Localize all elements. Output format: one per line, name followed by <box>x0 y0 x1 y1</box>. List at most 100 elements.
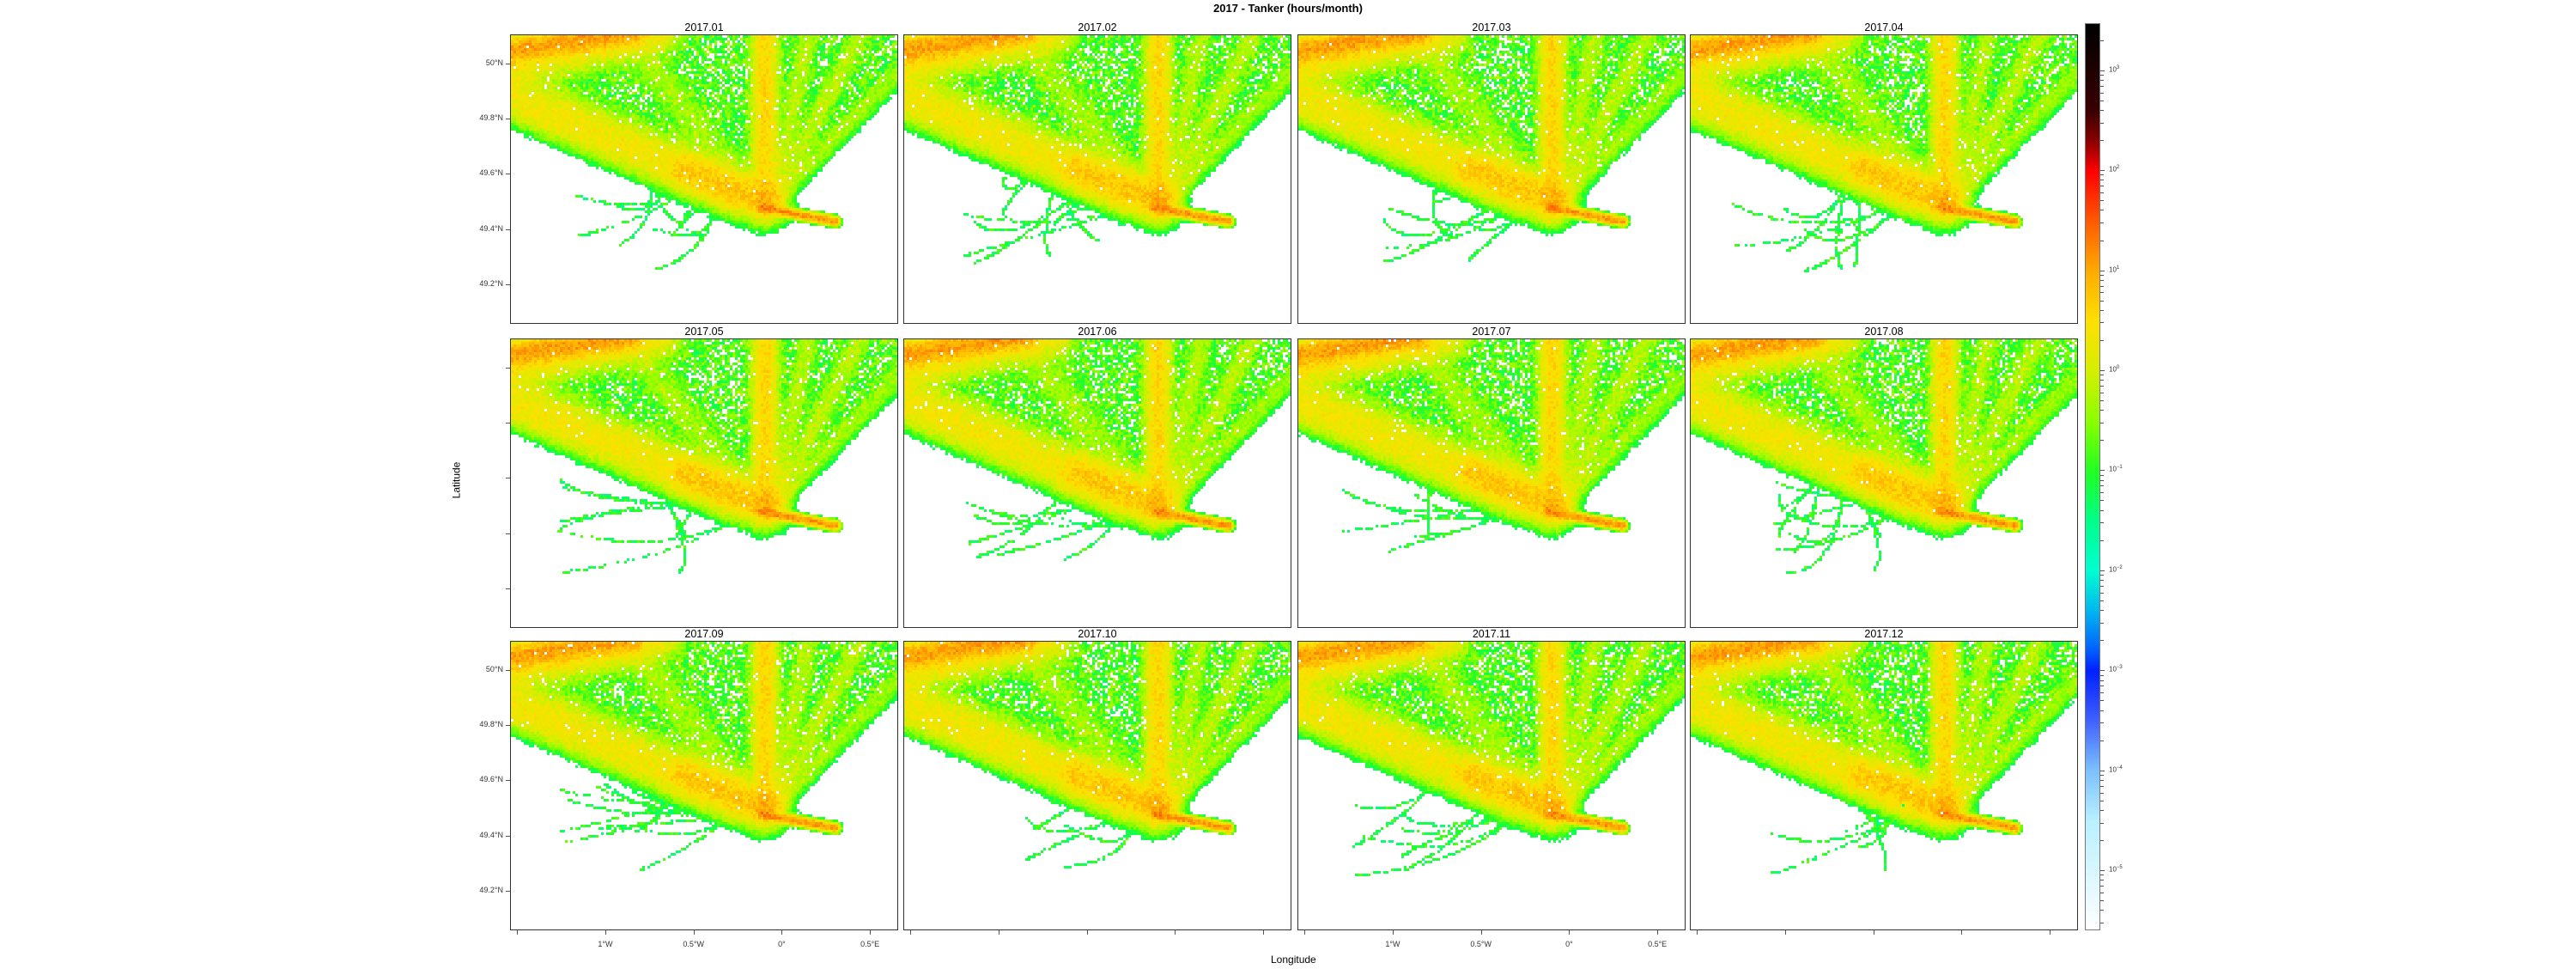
colorbar-minor-tick <box>2100 122 2104 124</box>
map-panel <box>1297 34 1686 324</box>
x-tick-label: 0.5°E <box>1648 940 1668 948</box>
colorbar-minor-tick <box>2100 674 2104 676</box>
density-heatmap <box>1691 642 2077 929</box>
colorbar-minor-tick <box>2100 670 2105 672</box>
density-heatmap <box>904 339 1291 627</box>
y-axis-label: Latitude <box>450 461 463 499</box>
colorbar-minor-tick <box>2100 570 2105 571</box>
x-axis-tick <box>1657 930 1659 935</box>
density-heatmap <box>1691 35 2077 323</box>
colorbar-minor-tick <box>2100 80 2104 81</box>
y-axis-tick <box>506 533 510 534</box>
colorbar-minor-tick <box>2100 886 2104 887</box>
y-axis-tick <box>506 890 510 892</box>
density-heatmap <box>1298 339 1685 627</box>
panel-title: 2017.05 <box>684 326 724 338</box>
colorbar-minor-tick <box>2100 539 2104 541</box>
colorbar-minor-tick <box>2100 40 2104 41</box>
colorbar-minor-tick <box>2100 785 2104 787</box>
x-axis-tick <box>1392 930 1394 935</box>
x-tick-label: 1°W <box>1385 940 1400 948</box>
map-panel <box>510 641 898 930</box>
y-axis-tick <box>506 670 510 672</box>
colorbar-minor-tick <box>2100 279 2104 281</box>
colorbar-minor-tick <box>2100 380 2104 381</box>
x-tick-label: 0° <box>1565 940 1573 948</box>
y-tick-label: 49.6°N <box>479 775 503 784</box>
y-axis-tick <box>506 588 510 589</box>
colorbar-minor-tick <box>2100 692 2104 694</box>
density-heatmap <box>1298 642 1685 929</box>
y-axis-tick <box>506 368 510 369</box>
colorbar-minor-tick <box>2100 880 2104 881</box>
y-tick-label: 49.8°N <box>479 720 503 729</box>
colorbar-minor-tick <box>2100 170 2105 172</box>
colorbar-minor-tick <box>2100 740 2104 741</box>
map-panel <box>1690 641 2078 930</box>
density-heatmap <box>904 642 1291 929</box>
y-axis-tick <box>506 780 510 782</box>
panel-title: 2017.08 <box>1864 326 1904 338</box>
y-axis-tick <box>506 423 510 424</box>
x-axis-tick <box>1480 930 1482 935</box>
colorbar-minor-tick <box>2100 710 2104 711</box>
colorbar-minor-tick <box>2100 470 2105 472</box>
colorbar-minor-tick <box>2100 700 2104 702</box>
x-axis-tick <box>693 930 695 935</box>
colorbar-minor-tick <box>2100 485 2104 487</box>
x-tick-label: 1°W <box>598 940 613 948</box>
y-axis-tick <box>506 229 510 230</box>
colorbar-minor-tick <box>2100 640 2104 642</box>
colorbar-minor-tick <box>2100 585 2104 587</box>
colorbar-minor-tick <box>2100 370 2105 371</box>
y-tick-label: 49.6°N <box>479 168 503 178</box>
x-tick-label: 0° <box>778 940 786 948</box>
colorbar-tick-label: 10−5 <box>2109 865 2123 874</box>
x-tick-label: 0.5°E <box>860 940 880 948</box>
panel-title: 2017.11 <box>1472 628 1511 640</box>
colorbar-minor-tick <box>2100 810 2104 812</box>
colorbar-minor-tick <box>2100 509 2104 511</box>
colorbar-minor-tick <box>2100 474 2104 476</box>
colorbar-minor-tick <box>2100 285 2104 287</box>
colorbar-minor-tick <box>2100 339 2104 341</box>
colorbar-minor-tick <box>2100 110 2104 112</box>
density-heatmap <box>1298 35 1685 323</box>
x-axis-tick <box>517 930 519 935</box>
colorbar-minor-tick <box>2100 679 2104 681</box>
colorbar-minor-tick <box>2100 722 2104 724</box>
colorbar-minor-tick <box>2100 85 2104 87</box>
x-axis-tick <box>1175 930 1176 935</box>
y-tick-label: 49.2°N <box>479 885 503 894</box>
colorbar-minor-tick <box>2100 622 2104 624</box>
x-axis-tick <box>870 930 872 935</box>
panel-title: 2017.07 <box>1472 326 1511 338</box>
x-axis-tick <box>1263 930 1265 935</box>
chart-title: 2017 - Tanker (hours/month) <box>1213 2 1363 15</box>
colorbar-minor-tick <box>2100 192 2104 193</box>
panel-title: 2017.04 <box>1864 21 1904 34</box>
map-panel <box>903 338 1291 628</box>
x-axis-tick <box>1304 930 1306 935</box>
map-panel <box>510 34 898 324</box>
colorbar-tick-label: 10−1 <box>2109 465 2123 474</box>
y-tick-label: 49.4°N <box>479 223 503 233</box>
colorbar-minor-tick <box>2100 174 2104 176</box>
density-heatmap <box>511 35 897 323</box>
colorbar-minor-tick <box>2100 92 2104 94</box>
map-panel <box>1297 338 1686 628</box>
colorbar-minor-tick <box>2100 400 2104 402</box>
x-axis-tick <box>1961 930 1963 935</box>
x-axis-tick <box>1784 930 1786 935</box>
colorbar-tick-label: 103 <box>2109 64 2120 74</box>
y-tick-label: 50°N <box>485 58 503 68</box>
density-heatmap <box>1691 339 2077 627</box>
colorbar-minor-tick <box>2100 910 2104 911</box>
colorbar-minor-tick <box>2100 322 2104 324</box>
colorbar-minor-tick <box>2100 775 2104 777</box>
map-panel <box>510 338 898 628</box>
colorbar-minor-tick <box>2100 840 2104 842</box>
x-axis-tick <box>1086 930 1088 935</box>
colorbar-minor-tick <box>2100 792 2104 794</box>
colorbar-tick-label: 10−4 <box>2109 765 2123 774</box>
